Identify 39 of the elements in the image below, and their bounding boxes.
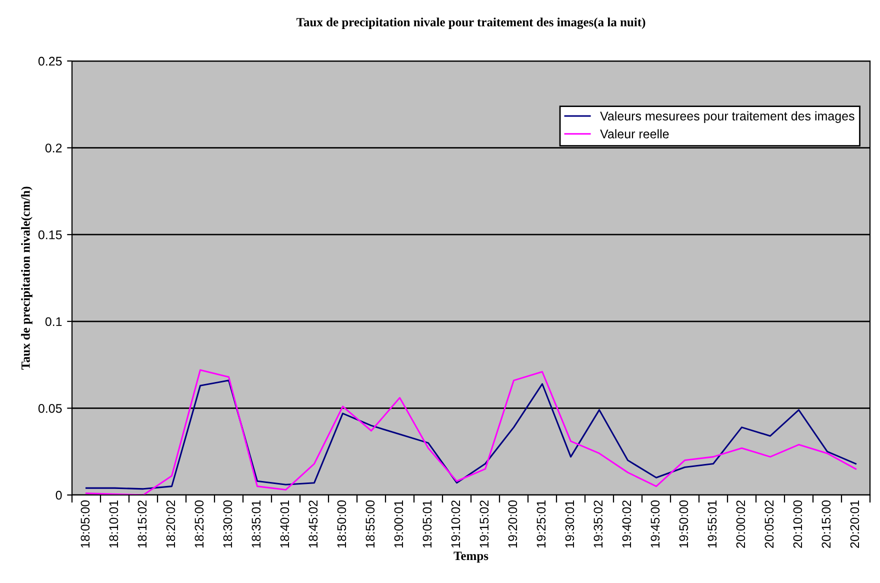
y-tick-label: 0.2 — [45, 144, 62, 152]
y-tick-label: 0.1 — [45, 317, 62, 326]
x-tick-label: 18:25:00 — [194, 500, 204, 548]
x-tick-label: 18:40:01 — [280, 500, 290, 548]
x-tick-label: 20:20:01 — [850, 500, 860, 548]
legend-label: Valeurs mesurees pour traitement des images — [600, 111, 854, 123]
x-tick-label: 19:15:02 — [480, 500, 489, 548]
legend-label: Valeur reelle — [600, 129, 669, 138]
x-tick-label: 19:20:00 — [508, 500, 518, 548]
x-axis-title: Temps — [454, 552, 488, 563]
x-tick-label: 18:35:01 — [252, 500, 261, 548]
x-tick-label: 18:50:00 — [337, 500, 346, 548]
x-tick-label: 19:40:02 — [622, 500, 632, 548]
x-tick-label: 18:20:02 — [166, 500, 176, 548]
x-tick-label: 19:55:01 — [708, 500, 717, 548]
x-tick-label: 19:00:01 — [394, 500, 404, 548]
x-tick-label: 20:00:02 — [736, 500, 746, 548]
y-tick-label: 0.15 — [38, 230, 62, 240]
x-tick-label: 19:25:01 — [536, 500, 546, 548]
x-tick-label: 18:10:01 — [109, 500, 118, 548]
x-tick-label: 20:10:00 — [793, 500, 802, 548]
x-tick-label: 19:05:01 — [422, 500, 432, 548]
x-tick-label: 18:55:00 — [366, 500, 375, 548]
x-tick-label: 19:10:02 — [451, 500, 460, 548]
x-tick-label: 18:45:02 — [308, 500, 318, 548]
x-tick-label: 19:50:00 — [679, 500, 688, 548]
y-tick-label: 0.25 — [38, 56, 62, 66]
x-tick-label: 18:30:00 — [223, 500, 232, 548]
x-tick-label: 19:45:00 — [650, 500, 660, 548]
chart-title: Taux de precipitation nivale pour traitement des images(a la nuit) — [296, 18, 646, 30]
x-tick-label: 20:15:00 — [822, 500, 831, 548]
y-tick-label: 0 — [56, 490, 62, 500]
x-tick-label: 19:30:01 — [565, 500, 574, 548]
x-tick-label: 19:35:02 — [594, 500, 603, 548]
x-tick-label: 18:05:00 — [80, 500, 90, 548]
y-tick-label: 0.05 — [38, 404, 62, 413]
x-tick-label: 20:05:02 — [764, 500, 774, 548]
x-tick-label: 18:15:02 — [138, 500, 147, 548]
y-axis-title: Taux de precipitation nivale(cm/h) — [21, 186, 32, 370]
